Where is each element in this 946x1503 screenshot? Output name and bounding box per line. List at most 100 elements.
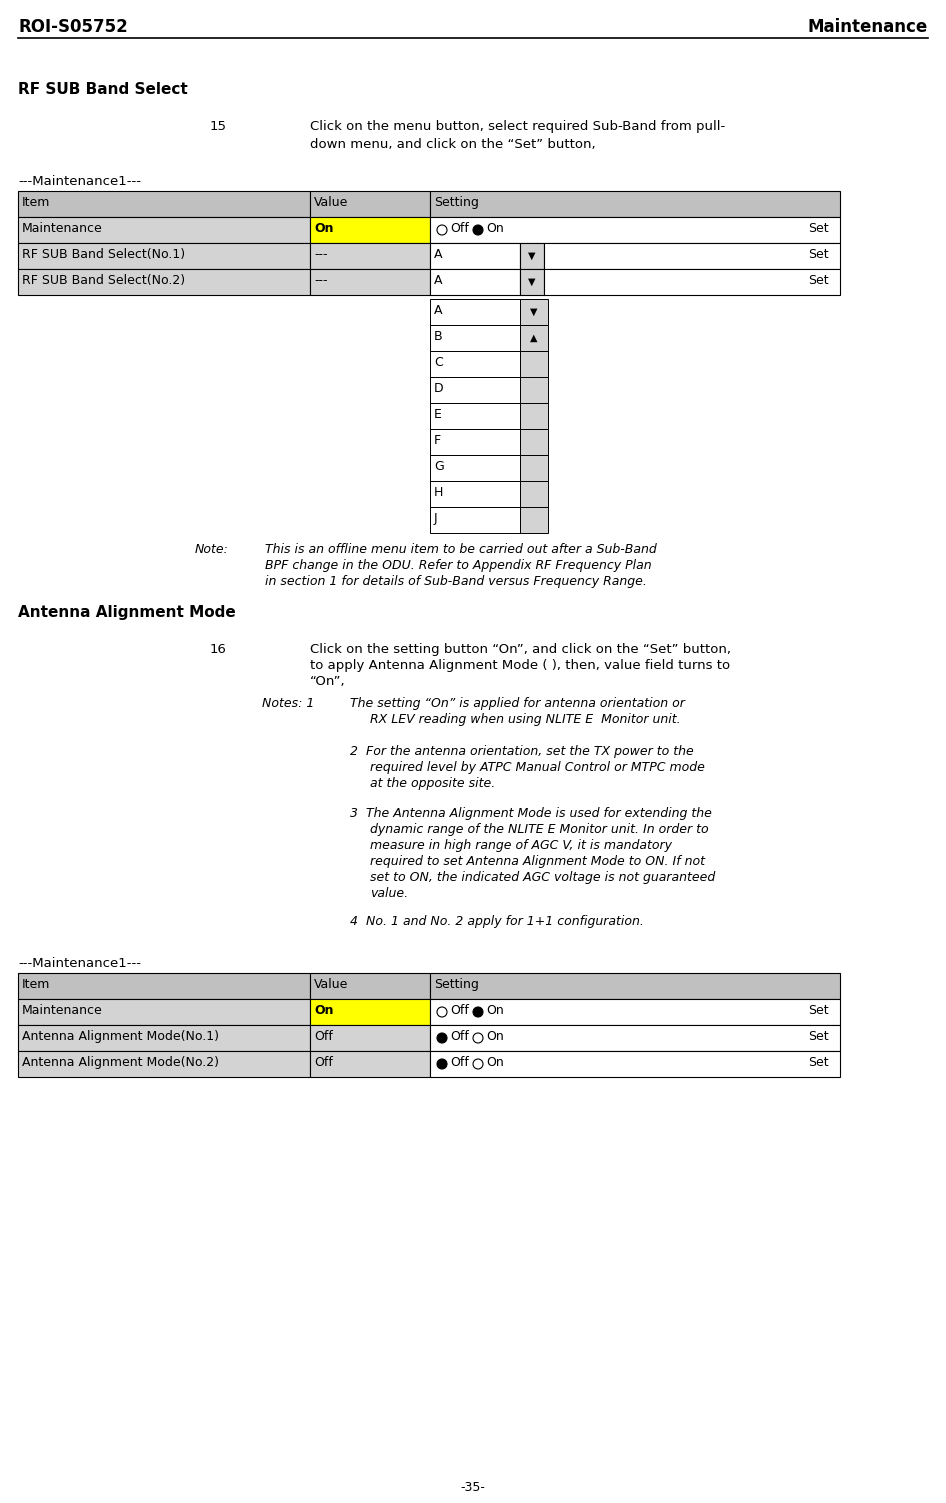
- Bar: [430, 972, 840, 999]
- Text: J: J: [434, 513, 438, 525]
- Bar: [520, 325, 548, 352]
- Bar: [430, 243, 520, 269]
- Bar: [520, 507, 548, 534]
- Bar: [520, 352, 548, 377]
- Text: Click on the setting button “On”, and click on the “Set” button,: Click on the setting button “On”, and cl…: [310, 643, 731, 655]
- Text: 4  No. 1 and No. 2 apply for 1+1 configuration.: 4 No. 1 and No. 2 apply for 1+1 configur…: [350, 915, 644, 927]
- Bar: [430, 481, 520, 507]
- Text: 3  The Antenna Alignment Mode is used for extending the: 3 The Antenna Alignment Mode is used for…: [350, 807, 712, 821]
- Text: Antenna Alignment Mode: Antenna Alignment Mode: [18, 606, 236, 621]
- Bar: [430, 403, 520, 428]
- Text: Antenna Alignment Mode(No.2): Antenna Alignment Mode(No.2): [22, 1057, 219, 1069]
- Text: On: On: [486, 1057, 504, 1069]
- Text: On: On: [486, 1004, 504, 1018]
- Text: On: On: [486, 222, 504, 234]
- Circle shape: [437, 225, 447, 234]
- Text: E: E: [434, 407, 442, 421]
- Bar: [430, 428, 520, 455]
- Text: RF SUB Band Select(No.1): RF SUB Band Select(No.1): [22, 248, 185, 262]
- Text: ---Maintenance1---: ---Maintenance1---: [18, 957, 141, 969]
- Bar: [544, 269, 840, 295]
- Bar: [18, 191, 310, 216]
- Text: Off: Off: [450, 1057, 469, 1069]
- Text: A: A: [434, 304, 443, 317]
- Bar: [520, 403, 548, 428]
- Text: H: H: [434, 485, 444, 499]
- Text: BPF change in the ODU. Refer to Appendix RF Frequency Plan: BPF change in the ODU. Refer to Appendix…: [265, 559, 652, 573]
- Circle shape: [437, 1007, 447, 1018]
- Text: Maintenance: Maintenance: [808, 18, 928, 36]
- Bar: [430, 377, 520, 403]
- Bar: [18, 1025, 310, 1051]
- Text: F: F: [434, 434, 441, 446]
- Text: value.: value.: [370, 887, 408, 900]
- Text: Set: Set: [808, 1004, 829, 1018]
- Circle shape: [473, 1007, 483, 1018]
- Text: Item: Item: [22, 195, 50, 209]
- Text: Notes: 1: Notes: 1: [262, 697, 314, 709]
- Text: Set: Set: [808, 222, 829, 234]
- Bar: [520, 481, 548, 507]
- Bar: [520, 377, 548, 403]
- Text: down menu, and click on the “Set” button,: down menu, and click on the “Set” button…: [310, 138, 596, 150]
- Bar: [430, 1025, 840, 1051]
- Text: Set: Set: [808, 274, 829, 287]
- Text: Set: Set: [808, 1030, 829, 1043]
- Bar: [520, 299, 548, 325]
- Text: Antenna Alignment Mode(No.1): Antenna Alignment Mode(No.1): [22, 1030, 219, 1043]
- Text: A: A: [434, 274, 443, 287]
- Bar: [430, 352, 520, 377]
- Circle shape: [473, 225, 483, 234]
- Text: Off: Off: [314, 1057, 333, 1069]
- Circle shape: [437, 1033, 447, 1043]
- Text: RX LEV reading when using NLITE E  Monitor unit.: RX LEV reading when using NLITE E Monito…: [370, 712, 680, 726]
- Text: On: On: [314, 1004, 334, 1018]
- Text: in section 1 for details of Sub-Band versus Frequency Range.: in section 1 for details of Sub-Band ver…: [265, 576, 647, 588]
- Bar: [18, 269, 310, 295]
- Text: Off: Off: [450, 222, 469, 234]
- Text: ▼: ▼: [528, 277, 535, 287]
- Text: ROI-S05752: ROI-S05752: [18, 18, 128, 36]
- Bar: [18, 1051, 310, 1078]
- Bar: [430, 299, 520, 325]
- Bar: [520, 243, 544, 269]
- Bar: [544, 243, 840, 269]
- Bar: [310, 269, 430, 295]
- Text: C: C: [434, 356, 443, 370]
- Text: ▼: ▼: [528, 251, 535, 262]
- Circle shape: [437, 1060, 447, 1069]
- Text: 16: 16: [210, 643, 227, 655]
- Text: set to ON, the indicated AGC voltage is not guaranteed: set to ON, the indicated AGC voltage is …: [370, 872, 715, 884]
- Circle shape: [473, 1060, 483, 1069]
- Bar: [310, 216, 430, 243]
- Bar: [310, 243, 430, 269]
- Text: at the opposite site.: at the opposite site.: [370, 777, 496, 791]
- Text: Maintenance: Maintenance: [22, 1004, 103, 1018]
- Text: dynamic range of the NLITE E Monitor unit. In order to: dynamic range of the NLITE E Monitor uni…: [370, 824, 709, 836]
- Text: Item: Item: [22, 978, 50, 990]
- Circle shape: [473, 1033, 483, 1043]
- Text: Click on the menu button, select required Sub-Band from pull-: Click on the menu button, select require…: [310, 120, 726, 132]
- Text: ---: ---: [314, 248, 327, 262]
- Text: G: G: [434, 460, 444, 473]
- Text: Set: Set: [808, 1057, 829, 1069]
- Bar: [430, 269, 520, 295]
- Bar: [520, 455, 548, 481]
- Bar: [430, 325, 520, 352]
- Bar: [520, 428, 548, 455]
- Text: On: On: [314, 222, 334, 234]
- Text: measure in high range of AGC V, it is mandatory: measure in high range of AGC V, it is ma…: [370, 839, 672, 852]
- Bar: [310, 191, 430, 216]
- Text: Off: Off: [450, 1004, 469, 1018]
- Bar: [430, 999, 840, 1025]
- Bar: [18, 972, 310, 999]
- Text: RF SUB Band Select: RF SUB Band Select: [18, 83, 187, 98]
- Text: “On”,: “On”,: [310, 675, 345, 688]
- Text: Setting: Setting: [434, 978, 479, 990]
- Text: Value: Value: [314, 978, 348, 990]
- Text: required level by ATPC Manual Control or MTPC mode: required level by ATPC Manual Control or…: [370, 761, 705, 774]
- Text: A: A: [434, 248, 443, 262]
- Text: Off: Off: [314, 1030, 333, 1043]
- Text: Setting: Setting: [434, 195, 479, 209]
- Bar: [430, 191, 840, 216]
